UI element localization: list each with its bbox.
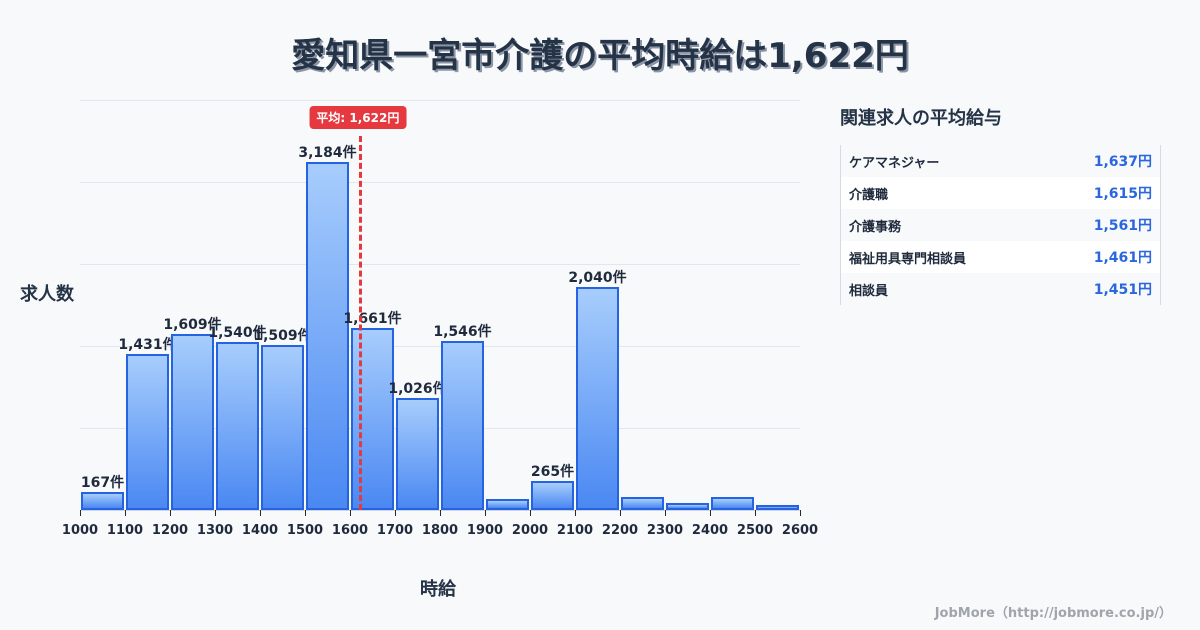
x-tick xyxy=(260,510,261,516)
gridline xyxy=(80,100,800,101)
x-tick xyxy=(440,510,441,516)
related-row: ケアマネジャー 1,637円 xyxy=(841,145,1160,177)
x-tick xyxy=(350,510,351,516)
histogram-bar[interactable] xyxy=(216,341,259,510)
job-name: 介護事務 xyxy=(849,219,902,235)
job-salary: 1,637円 xyxy=(1093,154,1152,170)
x-tick-label: 1000 xyxy=(61,523,99,538)
bar-value-label: 265件 xyxy=(530,464,575,481)
histogram-bar[interactable] xyxy=(396,397,439,510)
histogram-bar[interactable] xyxy=(351,328,394,510)
x-tick-label: 1300 xyxy=(196,523,234,538)
bar-value-label: 1,431件 xyxy=(118,336,177,353)
histogram-bar[interactable] xyxy=(171,334,214,510)
x-tick-label: 2400 xyxy=(691,523,729,538)
x-tick-label: 2300 xyxy=(646,523,684,538)
x-tick-label: 1700 xyxy=(376,523,414,538)
job-name: 相談員 xyxy=(849,283,889,299)
histogram-bar[interactable] xyxy=(666,503,709,510)
job-salary: 1,561円 xyxy=(1093,218,1152,234)
x-tick xyxy=(665,510,666,516)
x-tick-label: 1900 xyxy=(466,523,504,538)
histogram-plot: 167件 1,431件 1,609件 1,540件 1,509件 3,184件 1,661件… xyxy=(80,100,801,516)
x-tick xyxy=(170,510,171,516)
histogram-bar[interactable] xyxy=(711,496,754,510)
related-row: 介護事務 1,561円 xyxy=(841,209,1160,241)
mean-badge: 平均: 1,622円 xyxy=(309,106,407,129)
related-title: 関連求人の平均給与 xyxy=(840,108,1002,129)
histogram-bar[interactable] xyxy=(531,481,574,510)
x-tick xyxy=(575,510,576,516)
bar-value-label: 1,509件 xyxy=(253,328,312,345)
x-tick xyxy=(800,510,801,516)
x-tick xyxy=(305,510,306,516)
x-tick-label: 1100 xyxy=(106,523,144,538)
x-tick xyxy=(710,510,711,516)
x-tick-label: 2500 xyxy=(736,523,774,538)
job-salary: 1,461円 xyxy=(1093,250,1152,266)
x-tick xyxy=(80,510,81,516)
x-tick-label: 1800 xyxy=(421,523,459,538)
x-tick-label: 1600 xyxy=(331,523,369,538)
related-row: 介護職 1,615円 xyxy=(841,177,1160,209)
job-salary: 1,615円 xyxy=(1093,186,1152,202)
x-tick-label: 1500 xyxy=(286,523,324,538)
gridline xyxy=(80,346,800,347)
related-row: 福祉用具専門相談員 1,461円 xyxy=(841,241,1160,273)
x-tick-label: 1200 xyxy=(151,523,189,538)
x-tick-label: 1400 xyxy=(241,523,279,538)
bar-value-label: 1,546件 xyxy=(433,323,492,340)
x-tick xyxy=(620,510,621,516)
x-tick xyxy=(485,510,486,516)
job-name: 介護職 xyxy=(849,187,889,203)
histogram-bar[interactable] xyxy=(756,504,799,510)
y-axis-label: 求人数 xyxy=(20,284,74,305)
gridline xyxy=(80,428,800,429)
histogram-bar[interactable] xyxy=(306,161,349,510)
gridline xyxy=(80,264,800,265)
histogram-bar[interactable] xyxy=(81,491,124,510)
histogram-bar[interactable] xyxy=(621,496,664,510)
x-tick-label: 2100 xyxy=(556,523,594,538)
x-tick-label: 2600 xyxy=(781,523,819,538)
bar-value-label: 1,540件 xyxy=(208,324,267,341)
gridline xyxy=(80,182,800,183)
bar-value-label: 1,661件 xyxy=(343,311,402,328)
job-salary: 1,451円 xyxy=(1093,282,1152,298)
histogram-bar[interactable] xyxy=(261,345,304,510)
x-tick xyxy=(395,510,396,516)
job-name: 福祉用具専門相談員 xyxy=(849,251,967,267)
bar-value-label: 3,184件 xyxy=(298,144,357,161)
related-salary-table: ケアマネジャー 1,637円 介護職 1,615円 介護事務 1,561円 福祉… xyxy=(840,145,1161,305)
x-axis-label: 時給 xyxy=(420,579,456,600)
x-tick xyxy=(215,510,216,516)
histogram-bar[interactable] xyxy=(486,499,529,510)
x-tick-label: 2200 xyxy=(601,523,639,538)
footer-credit: JobMore（http://jobmore.co.jp/） xyxy=(934,606,1172,621)
histogram-bar[interactable] xyxy=(126,353,169,510)
related-row: 相談員 1,451円 xyxy=(841,273,1160,305)
bar-value-label: 1,026件 xyxy=(388,380,447,397)
mean-line xyxy=(358,136,362,510)
bar-value-label: 1,609件 xyxy=(163,317,222,334)
bar-value-label: 2,040件 xyxy=(568,269,627,286)
page-title: 愛知県一宮市介護の平均時給は1,622円 xyxy=(291,36,909,76)
histogram-bar[interactable] xyxy=(576,286,619,510)
x-tick-label: 2000 xyxy=(511,523,549,538)
bar-value-label: 167件 xyxy=(80,474,125,491)
x-tick xyxy=(125,510,126,516)
histogram-bar[interactable] xyxy=(441,340,484,510)
x-tick xyxy=(530,510,531,516)
job-name: ケアマネジャー xyxy=(849,155,940,171)
x-tick xyxy=(755,510,756,516)
